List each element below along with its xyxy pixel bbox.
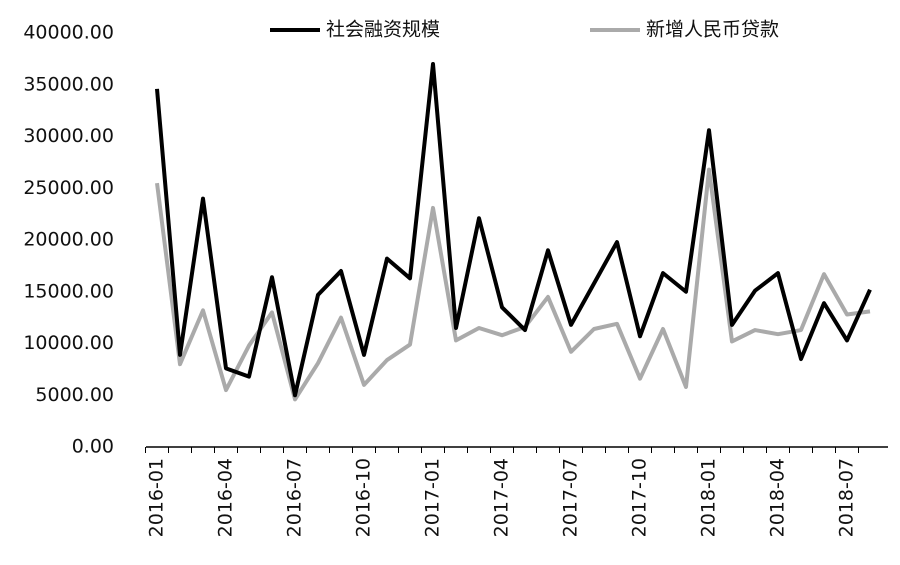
- x-tick-label: 2016-01: [146, 458, 168, 537]
- y-tick-label: 5000.00: [35, 384, 114, 406]
- y-tick-label: 20000.00: [23, 229, 114, 251]
- y-tick-label: 10000.00: [23, 332, 114, 354]
- x-tick-label: 2016-10: [353, 458, 375, 537]
- x-tick-label: 2018-01: [698, 458, 720, 537]
- y-tick-label: 35000.00: [23, 73, 114, 95]
- x-tick-label: 2017-07: [560, 458, 582, 537]
- x-tick-label: 2016-07: [284, 458, 306, 537]
- x-tick-label: 2018-07: [836, 458, 858, 537]
- y-tick-label: 30000.00: [23, 125, 114, 147]
- series-line: [155, 62, 872, 398]
- x-tick-label: 2018-04: [767, 458, 789, 537]
- x-tick-label: 2016-04: [215, 458, 237, 537]
- y-tick-label: 40000.00: [23, 22, 114, 44]
- x-tick-label: 2017-10: [629, 458, 651, 537]
- x-tick-label: 2017-01: [422, 458, 444, 537]
- y-tick-label: 15000.00: [23, 280, 114, 302]
- y-tick-label: 0.00: [72, 436, 114, 458]
- x-tick-label: 2017-04: [491, 458, 513, 537]
- legend-label: 新增人民币贷款: [646, 19, 779, 41]
- series-line: [155, 167, 871, 402]
- y-tick-label: 25000.00: [23, 177, 114, 199]
- legend-label: 社会融资规模: [326, 19, 440, 41]
